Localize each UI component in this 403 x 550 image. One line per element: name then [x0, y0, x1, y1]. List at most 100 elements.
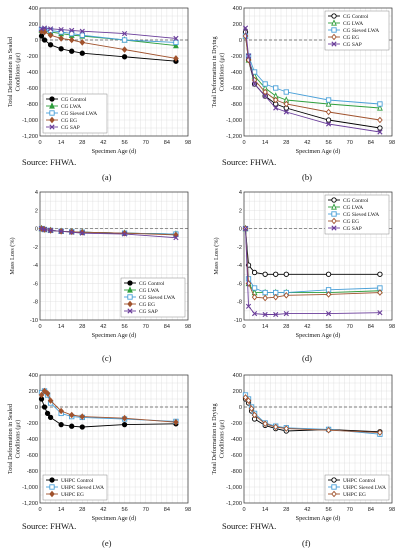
- legend-label: CG Sieved LWA: [139, 295, 175, 301]
- data-point: [273, 271, 279, 277]
- data-point: [242, 25, 249, 31]
- legend-marker: [49, 116, 55, 124]
- x-axis-label: Specimen Age (d): [296, 332, 341, 339]
- source-a: Source: FHWA.: [22, 157, 77, 167]
- grid-a: [39, 7, 189, 137]
- data-point: [79, 32, 85, 38]
- x-axis-label: Specimen Age (d): [296, 148, 341, 155]
- data-point: [245, 56, 252, 64]
- plot-frame: [243, 191, 393, 321]
- data-point: [251, 411, 258, 419]
- y-tick-label: -1,200: [226, 501, 242, 507]
- legend-marker: [49, 484, 55, 490]
- legend-label: UHPC EG: [61, 492, 84, 498]
- data-point: [44, 410, 51, 417]
- data-point: [325, 291, 332, 298]
- data-point: [68, 36, 75, 44]
- data-point: [325, 117, 332, 123]
- data-point: [121, 54, 128, 60]
- x-tick-label: 14: [262, 140, 268, 146]
- y-tick-label: 400: [29, 6, 38, 12]
- y-tick-label: -2: [33, 245, 38, 251]
- data-point: [283, 271, 289, 277]
- data-point: [377, 101, 383, 107]
- data-point: [262, 93, 268, 99]
- x-tick-label: 98: [389, 140, 395, 146]
- y-tick-label: -1,000: [226, 118, 242, 124]
- legend-marker: [331, 33, 337, 41]
- x-tick-label: 42: [304, 140, 310, 146]
- data-point: [44, 390, 51, 397]
- y-tick-label: -8: [237, 300, 242, 306]
- caption-f: (f): [302, 538, 311, 548]
- data-point: [262, 81, 268, 87]
- data-point: [41, 226, 48, 233]
- data-point: [79, 413, 86, 420]
- x-tick-label: 42: [100, 140, 106, 146]
- x-tick-label: 0: [38, 140, 41, 146]
- legend-marker: [49, 96, 55, 102]
- y-axis-label: Total Deformation in DryingConditions (μ…: [211, 403, 225, 474]
- data-point: [272, 423, 279, 431]
- y-tick-label: -1,200: [22, 501, 38, 507]
- y-tick-label: 2: [35, 208, 38, 214]
- chart-f: 0 14 28 42 56 70 84 98 -1,200 -1,000 -800 -600 -400 -…: [211, 373, 395, 522]
- y-tick-label: 0: [239, 38, 242, 44]
- data-point: [377, 129, 383, 135]
- y-tick-label: -4: [33, 263, 38, 269]
- legend-label: UHPC Control: [61, 478, 94, 484]
- data-point: [272, 293, 279, 301]
- caption-a: (a): [102, 172, 112, 182]
- data-point: [325, 121, 332, 127]
- data-point: [251, 81, 258, 87]
- legend-marker: [331, 197, 337, 203]
- y-tick-label: -1,000: [22, 118, 38, 124]
- legend-label: CG SAP: [343, 42, 362, 48]
- x-tick-label: 84: [368, 140, 374, 146]
- legend-marker: [331, 217, 337, 225]
- data-point: [47, 397, 54, 404]
- y-tick-label: 2: [239, 208, 242, 214]
- data-point: [283, 311, 289, 317]
- x-axis-label: Specimen Age (d): [92, 332, 137, 339]
- x-tick-label: 0: [38, 324, 41, 330]
- data-point: [377, 271, 383, 277]
- x-tick-label: 28: [283, 324, 289, 330]
- y-tick-label: 200: [233, 389, 242, 395]
- y-tick-label: -800: [231, 469, 242, 475]
- plot-frame: [243, 374, 393, 504]
- y-tick-label: 200: [29, 389, 38, 395]
- chart-e: 0 14 28 42 56 70 84 98 -1,200 -1,000 -800 -600 -400 -…: [7, 373, 191, 522]
- legend-marker: [49, 477, 55, 483]
- x-tick-label: 0: [242, 140, 245, 146]
- y-tick-label: 0: [35, 405, 38, 411]
- data-point: [121, 414, 128, 422]
- x-axis-label: Specimen Age (d): [92, 515, 137, 522]
- legend-label: CG Control: [343, 198, 369, 204]
- y-tick-label: 400: [233, 373, 242, 379]
- data-point: [41, 28, 48, 36]
- x-tick-label: 28: [79, 507, 85, 513]
- series-cg-sap: [38, 225, 179, 241]
- series-line: [245, 27, 380, 133]
- data-point: [69, 30, 75, 37]
- y-axis-label: Total Deformation in SealedConditions (μ…: [7, 403, 21, 474]
- y-tick-label: -600: [27, 453, 38, 459]
- legend-label: CG Control: [61, 97, 87, 103]
- legend-label: UHPC Sieved LWA: [61, 485, 104, 491]
- x-tick-label: 70: [347, 140, 353, 146]
- y-tick-label: -200: [27, 421, 38, 427]
- data-point: [58, 421, 64, 428]
- legend-marker: [127, 280, 133, 286]
- x-tick-label: 42: [100, 507, 106, 513]
- series-line: [41, 27, 176, 39]
- data-point: [325, 97, 332, 103]
- x-tick-label: 28: [79, 140, 85, 146]
- y-tick-label: -400: [27, 437, 38, 443]
- source-b: Source: FHWA.: [222, 157, 277, 167]
- data-point: [242, 394, 249, 401]
- legend-marker: [127, 300, 133, 308]
- y-tick-label: -200: [27, 54, 38, 60]
